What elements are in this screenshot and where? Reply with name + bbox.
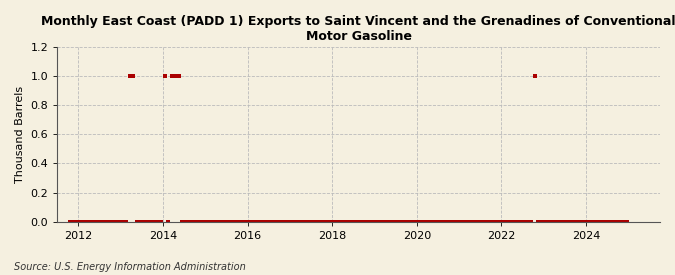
Text: Source: U.S. Energy Information Administration: Source: U.S. Energy Information Administ… — [14, 262, 245, 272]
Title: Monthly East Coast (PADD 1) Exports to Saint Vincent and the Grenadines of Conve: Monthly East Coast (PADD 1) Exports to S… — [41, 15, 675, 43]
Y-axis label: Thousand Barrels: Thousand Barrels — [15, 86, 25, 183]
